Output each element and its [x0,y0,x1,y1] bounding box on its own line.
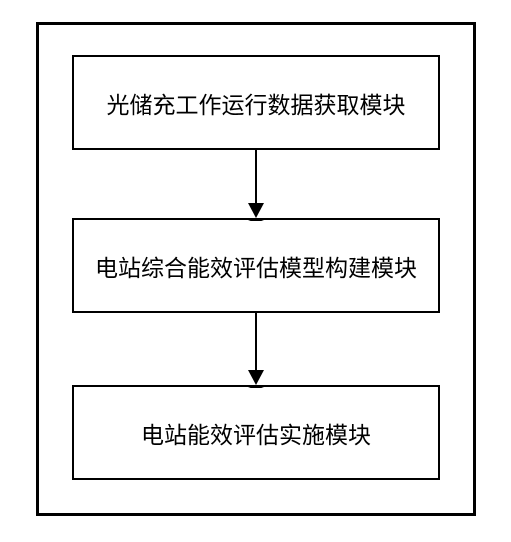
node-label: 电站综合能效评估模型构建模块 [95,249,417,283]
node-label: 光储充工作运行数据获取模块 [107,86,406,120]
arrow-head-2 [248,370,264,388]
flow-node-module-1: 光储充工作运行数据获取模块 [72,55,440,150]
flow-node-module-3: 电站能效评估实施模块 [72,385,440,480]
arrow-line-2 [255,313,257,370]
arrow-head-1 [248,203,264,221]
arrow-line-1 [255,150,257,203]
flow-node-module-2: 电站综合能效评估模型构建模块 [72,218,440,313]
node-label: 电站能效评估实施模块 [141,416,371,450]
